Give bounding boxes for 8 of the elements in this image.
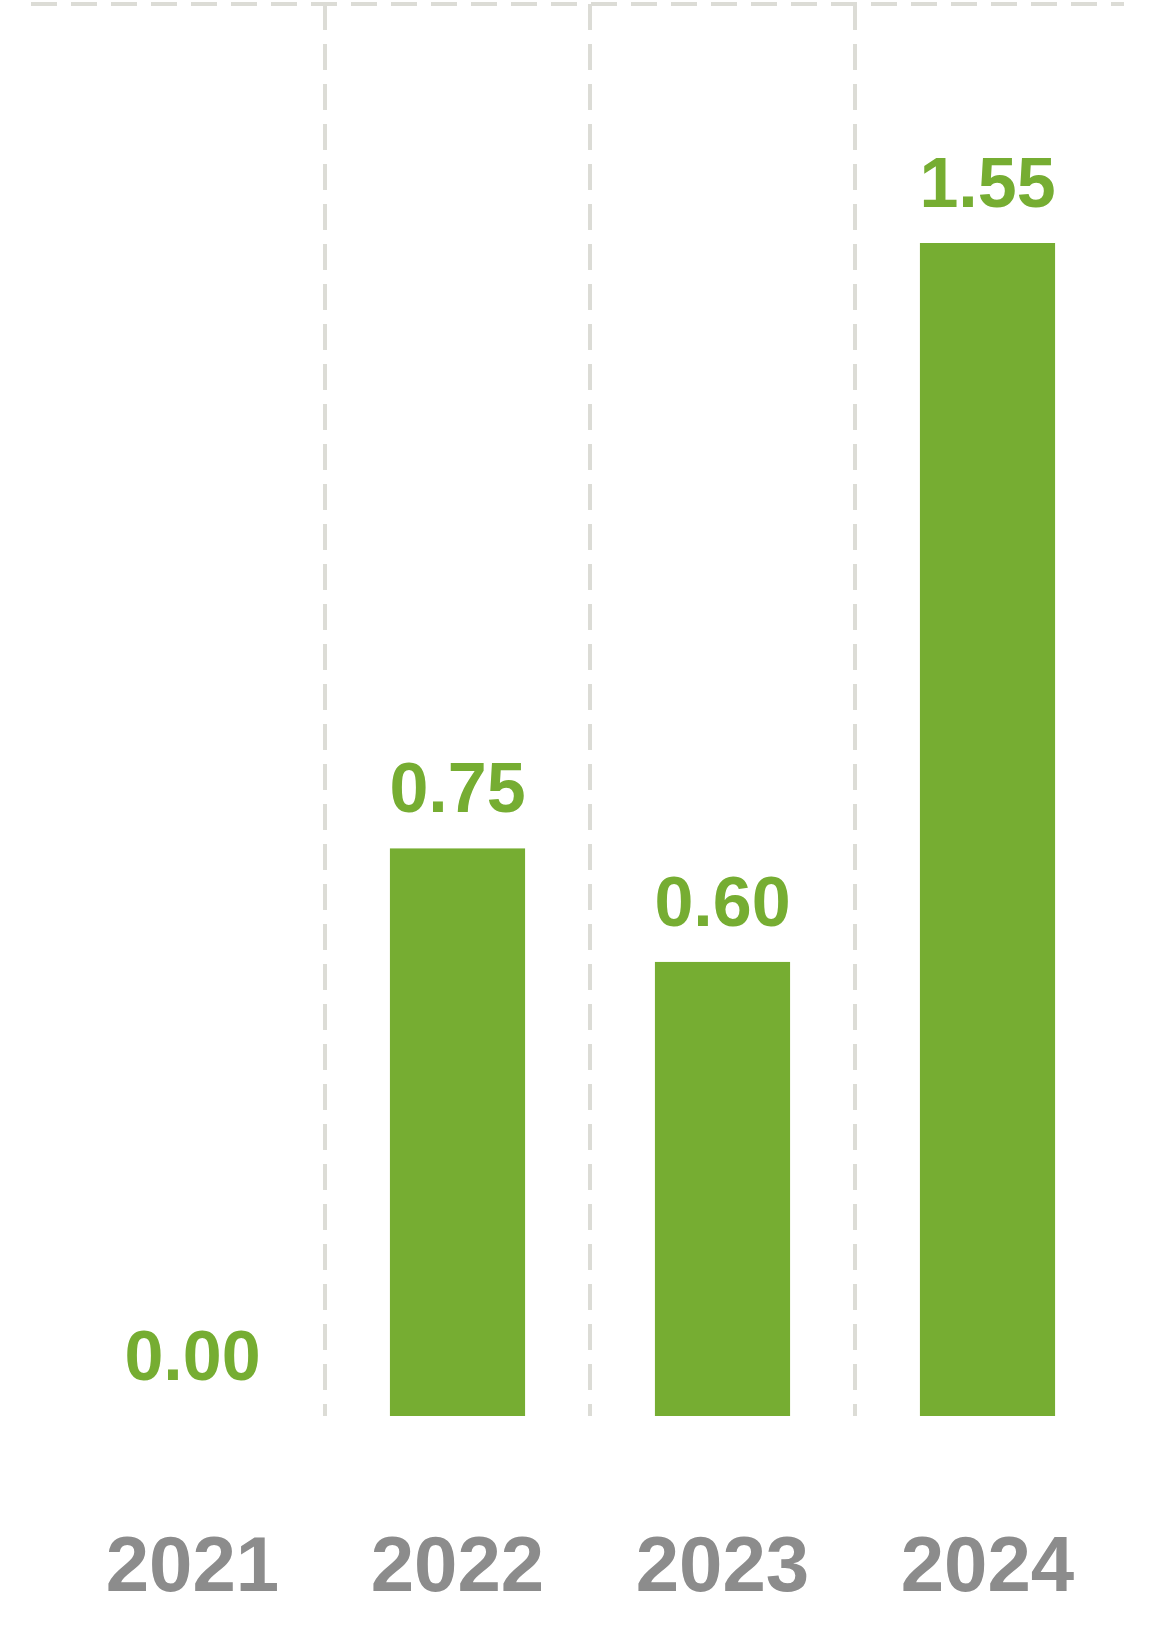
data-label: 0.60 [654, 862, 791, 941]
data-label: 1.55 [919, 144, 1056, 222]
x-tick-label: 2022 [370, 1520, 545, 1609]
x-tick-label: 2023 [635, 1520, 810, 1609]
data-label: 0.75 [389, 749, 526, 828]
data-label: 0.00 [124, 1317, 261, 1395]
x-tick-label: 2021 [105, 1520, 280, 1609]
x-tick-label: 2024 [900, 1520, 1075, 1609]
